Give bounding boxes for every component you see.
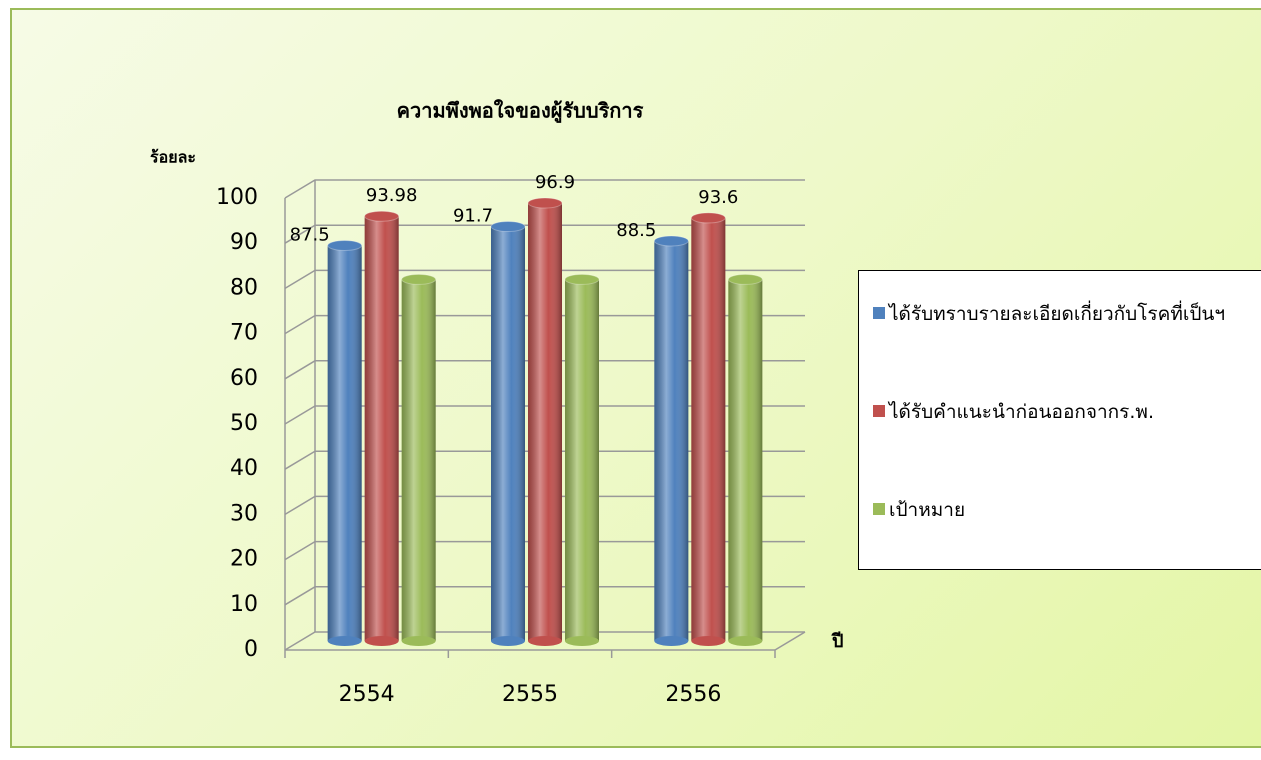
bar-base [401,636,436,646]
grid-line [284,314,805,335]
x-axis-label: ปี [831,631,844,652]
chart-title: ความพึงพอใจของผู้รับบริการ [397,99,644,125]
data-label: 96.9 [535,172,575,193]
y-tick-label: 50 [230,411,258,436]
bar-shade [364,216,399,642]
y-tick-label: 30 [230,501,258,526]
grid-line [284,586,805,606]
x-tick-label: 2554 [339,682,395,707]
x-tick-label: 2556 [665,682,721,707]
bar-base [491,636,525,646]
bar-base [327,636,362,646]
data-label: 91.7 [453,206,493,227]
bar-top [564,273,600,285]
bar-base [528,636,562,646]
bar-top [527,197,563,209]
y-tick-label: 80 [230,275,258,300]
grid-line [284,224,805,244]
y-axis-label: ร้อยละ [150,148,196,167]
bar-shade [327,245,362,641]
data-label: 88.5 [616,220,656,241]
y-tick-label: 70 [230,321,258,346]
legend-label: ได้รับทราบรายละเอียดเกี่ยวกับโรคที่เป็นฯ [889,303,1226,325]
bar-base [364,636,399,646]
bar-top [401,273,437,285]
legend-label: เป้าหมาย [889,499,966,521]
x-tick-label: 2555 [502,682,558,707]
bar-base [691,636,726,646]
grid-line [284,405,805,425]
bar-shade [491,226,525,642]
bar-top [690,212,726,224]
y-tick-label: 60 [230,366,258,391]
legend-label: ได้รับคำแนะนำก่อนออกจากร.พ. [889,401,1154,423]
bar-shade [691,217,726,642]
y-tick-label: 0 [244,637,258,662]
bar-shade [528,203,562,641]
grid-line [284,495,805,516]
legend-item: เป้าหมาย [873,497,1261,523]
bar-top [327,240,363,251]
grid-line [284,540,805,561]
y-tick-label: 100 [216,185,258,210]
bar-base [654,636,689,646]
y-tick-label: 90 [230,230,258,255]
y-tick-label: 10 [230,592,258,617]
grid-line [284,631,805,651]
data-label: 93.6 [698,187,738,208]
grid-line [284,269,805,290]
legend-swatch [873,503,885,515]
bar-top [727,273,763,285]
grid-line [284,450,805,470]
grid-line [284,179,805,199]
legend: ได้รับทราบรายละเอียดเกี่ยวกับโรคที่เป็นฯ… [858,270,1261,570]
data-label: 87.5 [290,225,330,246]
data-label: 93.98 [366,185,418,206]
legend-swatch [873,405,885,417]
grid-line [284,360,805,380]
legend-item: ได้รับทราบรายละเอียดเกี่ยวกับโรคที่เป็นฯ [873,301,1261,327]
floor-edge [774,631,806,651]
bar-top [653,235,689,247]
bar-top [490,221,526,233]
bar-shade [654,240,689,642]
bar-base [565,636,599,646]
bar-top [364,210,400,222]
bar-base [728,636,763,646]
bar-shade [401,279,436,641]
legend-swatch [873,307,885,319]
y-tick-label: 20 [230,547,258,572]
bar-shade [565,279,599,641]
bar-shade [728,279,763,641]
legend-item: ได้รับคำแนะนำก่อนออกจากร.พ. [873,399,1261,425]
y-tick-label: 40 [230,456,258,481]
